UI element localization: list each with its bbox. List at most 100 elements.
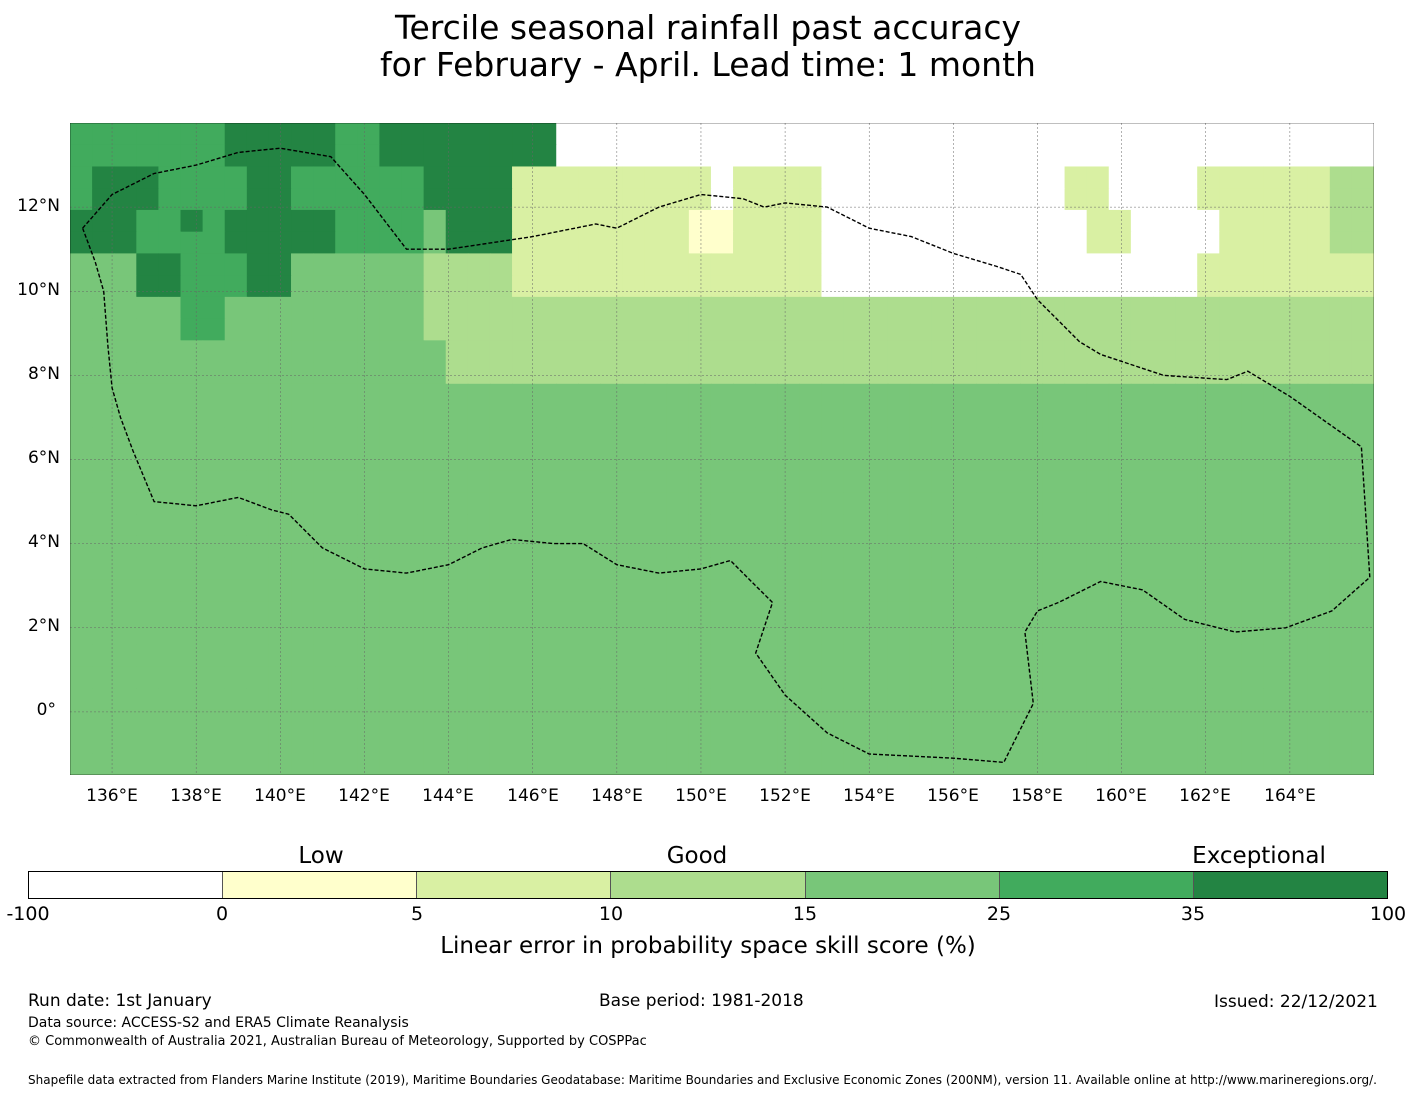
grid-cell	[379, 688, 403, 711]
grid-cell	[1064, 514, 1088, 537]
grid-cell	[1329, 209, 1353, 233]
grid-cell	[313, 253, 336, 276]
grid-cell	[92, 557, 115, 580]
grid-cell	[1219, 709, 1242, 733]
grid-cell	[1219, 753, 1242, 775]
grid-cell	[821, 188, 845, 211]
grid-cell	[710, 405, 734, 428]
grid-cell	[467, 231, 491, 254]
lon-label-146e: 146°E	[507, 786, 559, 806]
grid-cell	[401, 123, 425, 146]
grid-cell	[70, 622, 93, 646]
grid-cell	[931, 383, 955, 407]
grid-cell	[843, 535, 867, 559]
grid-cell	[843, 383, 867, 407]
grid-cell	[821, 144, 845, 168]
grid-cell	[1329, 383, 1353, 407]
grid-cell	[887, 579, 911, 602]
grid-cell	[489, 405, 513, 428]
grid-cell	[799, 231, 823, 254]
grid-cell	[909, 492, 933, 515]
grid-cell	[998, 535, 1021, 559]
grid-cell	[777, 144, 800, 168]
grid-cell	[202, 514, 226, 537]
grid-cell	[224, 253, 248, 276]
lon-label-140e: 140°E	[254, 786, 306, 806]
grid-cell	[313, 318, 336, 341]
grid-cell	[1064, 622, 1088, 646]
grid-cell	[710, 535, 734, 559]
grid-cell	[512, 296, 535, 320]
grid-cell	[865, 449, 889, 472]
grid-cell	[688, 209, 712, 233]
grid-cell	[92, 535, 115, 559]
grid-cell	[887, 275, 911, 298]
grid-cell	[92, 688, 115, 711]
grid-cell	[733, 666, 756, 689]
grid-cell	[1329, 557, 1353, 580]
grid-cell	[865, 188, 889, 211]
grid-cell	[1241, 514, 1265, 537]
grid-cell	[291, 123, 314, 146]
grid-cell	[622, 601, 646, 624]
grid-cell	[136, 688, 160, 711]
grid-cell	[1042, 514, 1066, 537]
grid-cell	[998, 144, 1021, 168]
grid-cell	[291, 340, 314, 363]
grid-cell	[158, 209, 182, 233]
grid-cell	[1020, 166, 1044, 189]
grid-cell	[1263, 427, 1287, 450]
grid-cell	[445, 535, 469, 559]
grid-cell	[512, 166, 535, 189]
grid-cell	[998, 622, 1021, 646]
grid-cell	[445, 427, 469, 450]
grid-cell	[114, 253, 137, 276]
grid-cell	[710, 449, 734, 472]
grid-cell	[600, 166, 624, 189]
grid-cell	[998, 666, 1021, 689]
grid-cell	[445, 709, 469, 733]
grid-cell	[887, 405, 911, 428]
grid-cell	[954, 362, 977, 385]
grid-cell	[666, 340, 690, 363]
grid-cell	[534, 535, 557, 559]
grid-cell	[1086, 253, 1110, 276]
grid-cell	[202, 166, 226, 189]
grid-cell	[291, 144, 314, 168]
grid-cell	[777, 709, 800, 733]
grid-cell	[821, 688, 845, 711]
grid-cell	[600, 209, 624, 233]
grid-cell	[246, 470, 270, 494]
grid-cell	[843, 688, 867, 711]
grid-cell	[180, 557, 204, 580]
grid-cell	[224, 731, 248, 754]
grid-cell	[1285, 123, 1309, 146]
grid-cell	[1197, 492, 1220, 515]
grid-cell	[865, 253, 889, 276]
grid-cell	[887, 753, 911, 775]
grid-cell	[291, 492, 314, 515]
grid-cell	[578, 296, 602, 320]
grid-cell	[954, 231, 977, 254]
grid-cell	[158, 514, 182, 537]
grid-cell	[931, 166, 955, 189]
grid-cell	[931, 470, 955, 494]
grid-cell	[1219, 535, 1242, 559]
grid-cell	[1307, 340, 1331, 363]
grid-cell	[777, 209, 800, 233]
grid-cell	[1086, 123, 1110, 146]
grid-cell	[291, 296, 314, 320]
grid-cell	[224, 709, 248, 733]
grid-cell	[489, 709, 513, 733]
grid-cell	[954, 731, 977, 754]
colorbar-tick: 25	[986, 903, 1012, 925]
grid-cell	[92, 383, 115, 407]
grid-cell	[733, 492, 756, 515]
grid-cell	[70, 318, 93, 341]
grid-cell	[1020, 753, 1044, 775]
grid-cell	[843, 318, 867, 341]
grid-cell	[1197, 209, 1220, 233]
grid-cell	[600, 296, 624, 320]
grid-cell	[1020, 492, 1044, 515]
grid-cell	[1152, 579, 1176, 602]
